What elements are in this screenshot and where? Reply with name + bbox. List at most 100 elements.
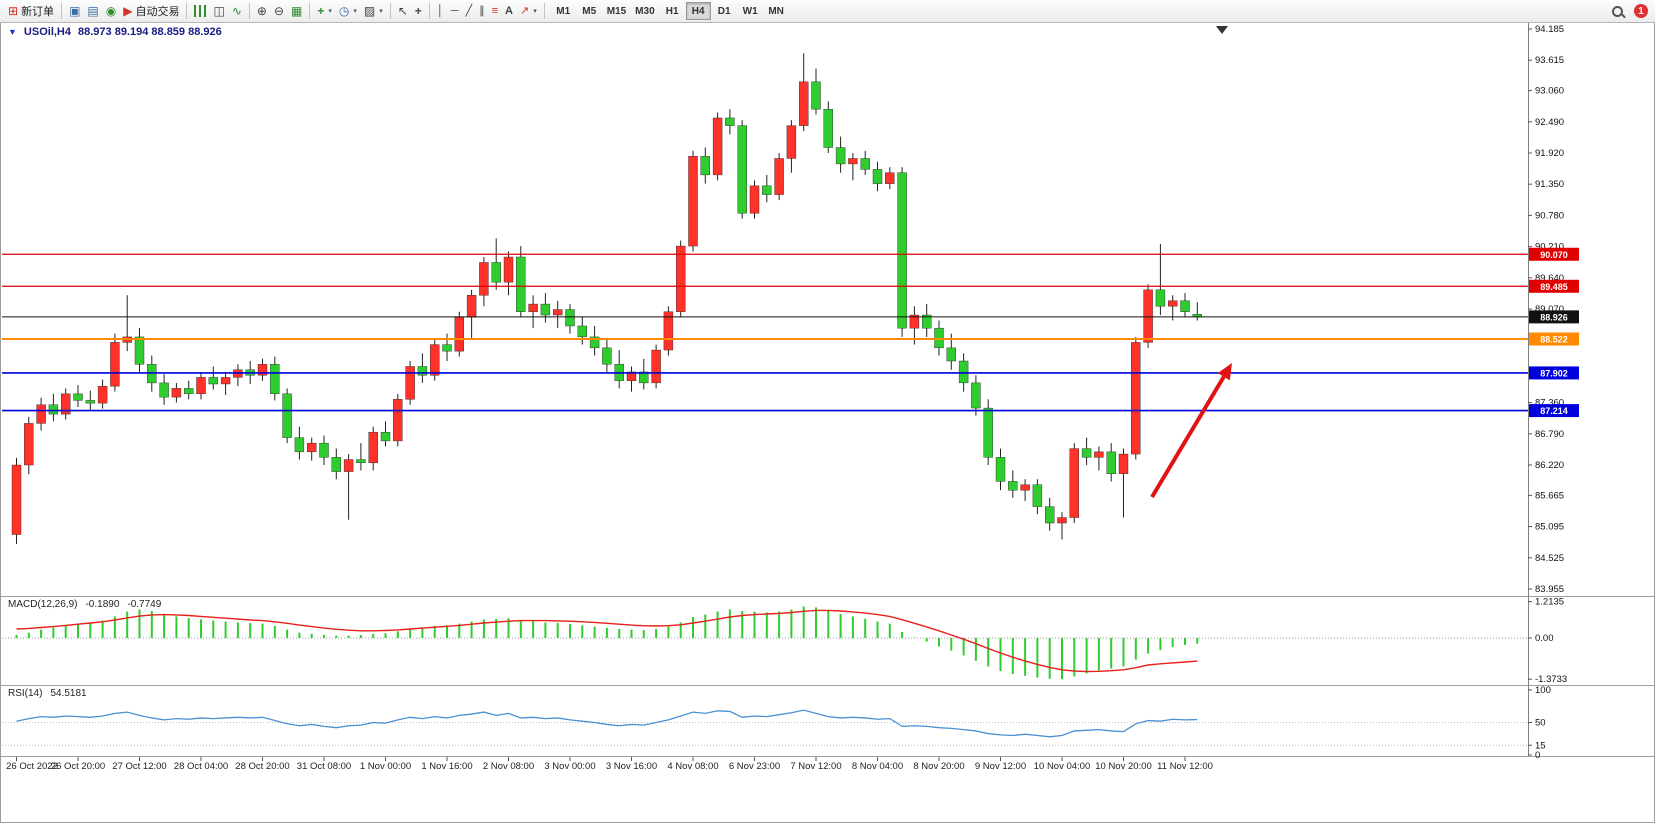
rsi-header: RSI(14) 54.5181 [8,688,87,699]
channel-icon: ∥ [479,4,485,17]
candles-pane[interactable] [11,53,1203,544]
auto-trading-button[interactable]: ▶ 自动交易 [120,1,182,21]
trendline-icon: ╱ [465,4,473,17]
notification-badge[interactable]: 1 [1634,4,1648,18]
svg-text:87.214: 87.214 [1540,406,1568,416]
dropdown-arrow-icon: ▾ [328,8,332,15]
svg-text:3 Nov 00:00: 3 Nov 00:00 [544,761,595,772]
zoom-out-icon: ⊖ [273,4,284,18]
toolbar-separator [543,3,545,19]
candlestick-chart-icon: ◫ [213,4,225,18]
search-icon[interactable] [1610,4,1625,19]
horizontal-line-button[interactable]: ─ [448,1,462,21]
svg-text:91.920: 91.920 [1535,148,1564,159]
navigator-icon: ▤ [87,4,99,18]
vertical-line-button[interactable]: │ [434,1,447,21]
charts-window-button[interactable]: ▣ [66,1,83,21]
svg-text:6 Nov 23:00: 6 Nov 23:00 [729,761,780,772]
svg-text:2 Nov 08:00: 2 Nov 08:00 [483,761,534,772]
arrows-button[interactable]: ↗ ▾ [517,1,540,21]
main-toolbar: ⊞ 新订单 ▣ ▤ ◉ ▶ 自动交易 ◫ ∿ ⊕ ⊖ ▦ + ▾ ◷ ▾ ▨ ▾ ↖ … [0,0,1655,23]
svg-text:85.665: 85.665 [1535,490,1564,501]
toolbar-separator [248,3,250,19]
svg-text:1 Nov 00:00: 1 Nov 00:00 [360,761,411,772]
timeframe-button-M30[interactable]: M30 [631,2,658,20]
chart-header: ▼ USOil,H4 88.973 89.194 88.859 88.926 [8,26,222,38]
svg-text:8 Nov 04:00: 8 Nov 04:00 [852,761,903,772]
svg-text:86.220: 86.220 [1535,460,1564,471]
fibonacci-button[interactable]: ≡ [489,1,501,21]
timeframe-button-M5[interactable]: M5 [577,2,602,20]
periods-button[interactable]: ◷ ▾ [336,1,360,21]
svg-text:87.360: 87.360 [1535,398,1564,409]
svg-text:91.350: 91.350 [1535,179,1564,190]
charts-window-icon: ▣ [69,4,81,18]
toolbar-separator [61,3,63,19]
svg-text:89.070: 89.070 [1535,304,1564,315]
zoom-out-button[interactable]: ⊖ [271,1,287,21]
svg-text:87.902: 87.902 [1540,368,1568,378]
chart-shift-marker-icon [1216,26,1228,34]
chart-symbol-period: USOil,H4 [23,26,71,38]
svg-text:0: 0 [1535,750,1540,761]
cursor-button[interactable]: ↖ [395,1,411,21]
svg-text:-1.3733: -1.3733 [1535,674,1567,685]
indicators-button[interactable]: + ▾ [314,1,335,21]
bar-chart-button[interactable] [191,1,209,21]
timeframe-button-D1[interactable]: D1 [712,2,737,20]
arrows-icon: ↗ [519,4,530,17]
rsi-pane[interactable] [2,709,1528,746]
svg-text:10 Nov 20:00: 10 Nov 20:00 [1095,761,1152,772]
navigator-button[interactable]: ▤ [84,1,101,21]
market-watch-button[interactable]: ◉ [103,1,119,21]
svg-text:93.615: 93.615 [1535,55,1564,66]
text-label-button[interactable]: A [502,1,516,21]
trendline-button[interactable]: ╱ [462,1,475,21]
collapse-triangle-icon[interactable]: ▼ [8,27,17,37]
svg-text:26 Oct 20:00: 26 Oct 20:00 [51,761,105,772]
trend-arrow-annotation[interactable] [1150,363,1232,499]
timeframe-bar: M1 M5 M15 M30 H1 H4 D1 W1 MN [551,2,789,20]
timeframe-button-H4[interactable]: H4 [685,2,711,20]
candlestick-chart-button[interactable]: ◫ [210,1,227,21]
horizontal-level-lines[interactable] [2,253,1528,412]
macd-header: MACD(12,26,9) -0.1890 -0.7749 [8,599,161,610]
grid-button[interactable]: ▦ [288,1,305,21]
dropdown-arrow-icon: ▾ [379,8,383,15]
channel-button[interactable]: ∥ [476,1,488,21]
zoom-in-button[interactable]: ⊕ [254,1,270,21]
macd-pane[interactable] [2,606,1528,680]
timeframe-button-M1[interactable]: M1 [551,2,576,20]
rsi-params: RSI(14) [8,688,43,699]
dropdown-arrow-icon: ▾ [533,8,537,15]
macd-main-value: -0.1890 [85,599,120,610]
timeframe-button-H1[interactable]: H1 [660,2,685,20]
macd-params: MACD(12,26,9) [8,599,78,610]
line-chart-button[interactable]: ∿ [229,1,245,21]
templates-button[interactable]: ▨ ▾ [361,1,386,21]
price-axis[interactable]: 94.185 93.615 93.060 92.490 91.920 91.350 90.7… [1528,23,1579,761]
periods-clock-icon: ◷ [338,4,350,18]
svg-text:89.485: 89.485 [1540,282,1568,292]
auto-trading-icon: ▶ [123,4,133,18]
svg-text:86.790: 86.790 [1535,429,1564,440]
svg-text:88.522: 88.522 [1540,334,1568,344]
svg-text:89.640: 89.640 [1535,273,1564,284]
timeframe-button-M15[interactable]: M15 [603,2,630,20]
templates-icon: ▨ [363,4,376,18]
svg-text:10 Nov 04:00: 10 Nov 04:00 [1034,761,1091,772]
svg-text:100: 100 [1535,685,1551,696]
timeframe-button-MN[interactable]: MN [764,2,789,20]
svg-text:9 Nov 12:00: 9 Nov 12:00 [975,761,1026,772]
indicators-icon: + [317,4,325,18]
timeframe-button-W1[interactable]: W1 [738,2,763,20]
svg-text:84.525: 84.525 [1535,553,1564,564]
crosshair-button[interactable]: + [412,1,425,21]
svg-text:8 Nov 20:00: 8 Nov 20:00 [913,761,964,772]
svg-text:92.490: 92.490 [1535,117,1564,128]
bar-chart-icon [194,5,207,17]
new-order-button[interactable]: ⊞ 新订单 [5,1,57,21]
svg-text:50: 50 [1535,718,1546,729]
